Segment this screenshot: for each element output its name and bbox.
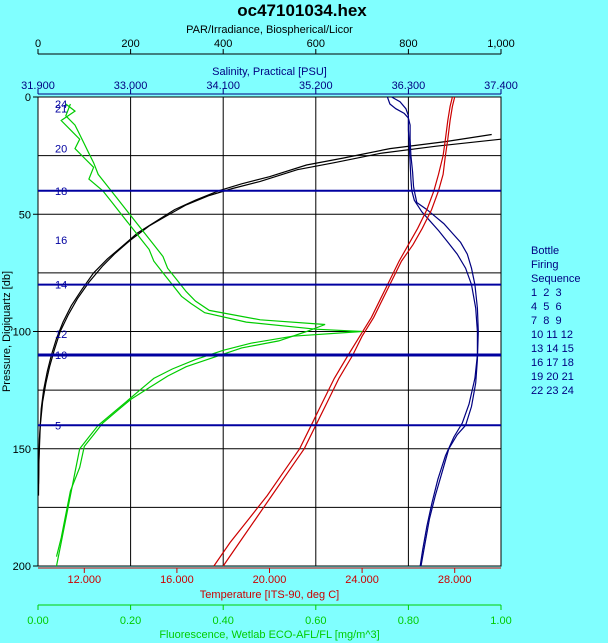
par-tick-label: 0 bbox=[35, 38, 41, 50]
par-tick-label: 400 bbox=[214, 38, 232, 50]
sal-axis-label: Salinity, Practical [PSU] bbox=[212, 66, 327, 78]
bottle-label: 14 bbox=[55, 280, 67, 292]
sal-tick-label: 36.300 bbox=[392, 80, 426, 92]
series-line-fl-7 bbox=[55, 103, 326, 557]
fl-tick-label: 1.00 bbox=[490, 615, 511, 627]
fl-tick-label: 0.20 bbox=[120, 615, 141, 627]
series-line-par-1 bbox=[37, 133, 492, 484]
series-line-temp-4 bbox=[213, 96, 453, 567]
legend-title: Firing bbox=[531, 259, 559, 271]
temp-tick-label: 28.000 bbox=[438, 574, 472, 586]
y-tick-label: 150 bbox=[13, 444, 31, 456]
bottle-label: 16 bbox=[55, 235, 67, 247]
legend-row: 1 2 3 bbox=[531, 287, 562, 299]
y-tick-label: 200 bbox=[13, 561, 31, 573]
fl-tick-label: 0.40 bbox=[212, 615, 233, 627]
sal-tick-label: 33.000 bbox=[114, 80, 148, 92]
bottle-label: 10 bbox=[55, 350, 67, 362]
chart-title: oc47101034.hex bbox=[237, 1, 367, 20]
y-tick-label: 0 bbox=[25, 92, 31, 104]
legend-row: 7 8 9 bbox=[531, 315, 562, 327]
bottle-label: 20 bbox=[55, 144, 67, 156]
fl-axis-label: Fluorescence, Wetlab ECO-AFL/FL [mg/m^3] bbox=[159, 629, 379, 641]
legend-row: 13 14 15 bbox=[531, 343, 574, 355]
legend-row: 16 17 18 bbox=[531, 357, 574, 369]
legend-title: Sequence bbox=[531, 273, 581, 285]
series-line-fl-6 bbox=[55, 103, 363, 567]
y-axis-label: Pressure, Digiquartz [db] bbox=[1, 271, 13, 392]
y-tick-label: 100 bbox=[13, 327, 31, 339]
par-tick-label: 200 bbox=[121, 38, 139, 50]
temp-tick-label: 12.000 bbox=[67, 574, 101, 586]
par-tick-label: 1,000 bbox=[487, 38, 515, 50]
fl-tick-label: 0.80 bbox=[398, 615, 419, 627]
legend-title: Bottle bbox=[531, 245, 559, 257]
series-line-temp-5 bbox=[222, 96, 456, 567]
bottle-label: 5 bbox=[55, 420, 61, 432]
sal-tick-label: 34.100 bbox=[206, 80, 240, 92]
fl-tick-label: 0.60 bbox=[305, 615, 326, 627]
bottle-label: 21 bbox=[55, 104, 67, 116]
sal-tick-label: 31.900 bbox=[21, 80, 55, 92]
fl-tick-label: 0.00 bbox=[27, 615, 48, 627]
series-line-sal-2 bbox=[386, 96, 479, 567]
series-line-par-0 bbox=[37, 138, 502, 496]
bottle-label: 18 bbox=[55, 186, 67, 198]
y-tick-label: 50 bbox=[19, 209, 31, 221]
bottle-label: 12 bbox=[55, 329, 67, 341]
bottle-label: 24 bbox=[55, 99, 67, 111]
legend-row: 10 11 12 bbox=[531, 329, 573, 341]
sal-tick-label: 37.400 bbox=[484, 80, 518, 92]
temp-tick-label: 16.000 bbox=[160, 574, 194, 586]
legend-row: 4 5 6 bbox=[531, 301, 562, 313]
temp-axis-label: Temperature [ITS-90, deg C] bbox=[200, 589, 339, 601]
par-axis-label: PAR/Irradiance, Biospherical/Licor bbox=[186, 24, 353, 36]
sal-tick-label: 35.200 bbox=[299, 80, 333, 92]
par-tick-label: 800 bbox=[399, 38, 417, 50]
legend-row: 19 20 21 bbox=[531, 371, 574, 383]
series-line-sal-3 bbox=[391, 96, 478, 567]
par-tick-label: 600 bbox=[307, 38, 325, 50]
temp-tick-label: 24.000 bbox=[345, 574, 379, 586]
temp-tick-label: 20.000 bbox=[253, 574, 287, 586]
legend-row: 22 23 24 bbox=[531, 385, 574, 397]
